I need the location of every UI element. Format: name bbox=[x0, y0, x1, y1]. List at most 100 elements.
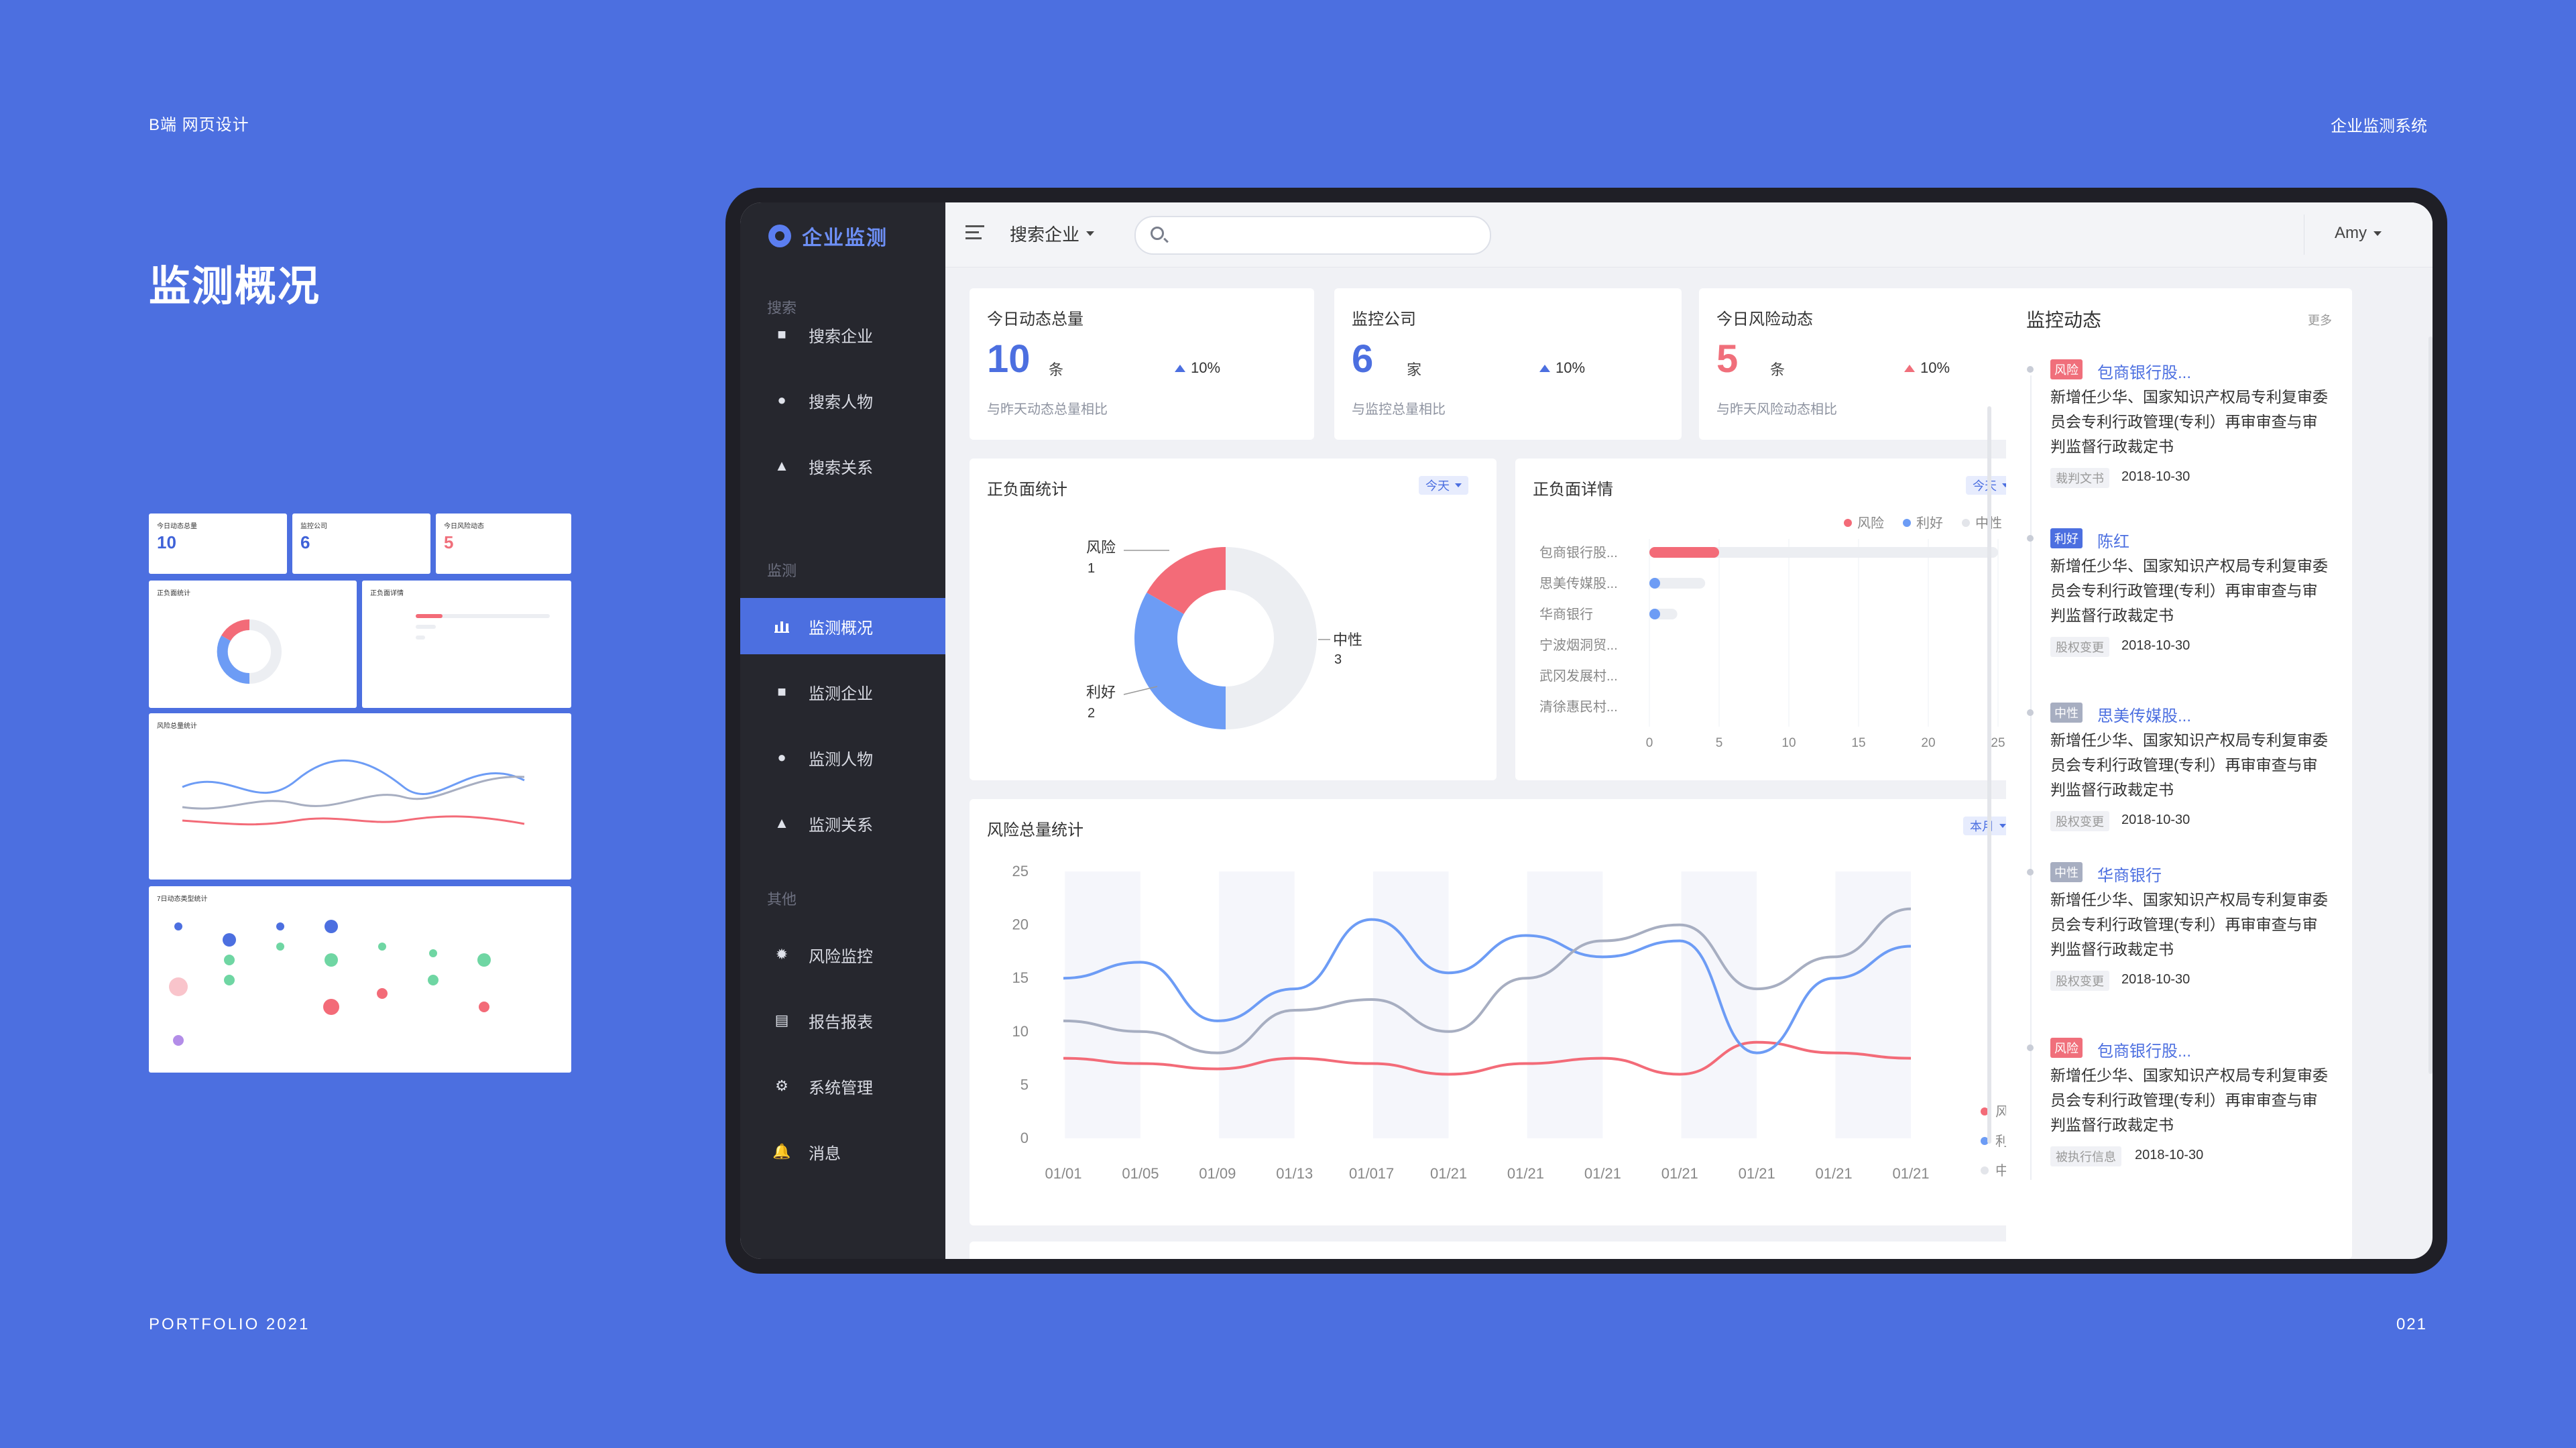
sidebar-item-reports[interactable]: ▤ 报告报表 bbox=[740, 992, 945, 1048]
bar-positive bbox=[1649, 609, 1660, 619]
thumb-kpi-title: 今日动态总量 bbox=[157, 523, 197, 530]
risk-total-card: 风险总量统计 本月 25 20 15 10 5 0 01/01 01/05 01/09 01/1… bbox=[970, 799, 2044, 1225]
series-line bbox=[1063, 1040, 1912, 1076]
x-tick-label: 01/21 bbox=[1430, 1165, 1467, 1182]
kpi-trend: 10% bbox=[1904, 359, 1950, 377]
feed-body: 新增任少华、国家知识产权局专利复审委员会专利行政管理(专利）再审审查与审判监督行… bbox=[2050, 891, 2328, 958]
kpi-desc: 与昨天动态总量相比 bbox=[987, 402, 1108, 417]
sidebar-item-search-company[interactable]: ■ 搜索企业 bbox=[740, 306, 945, 363]
report-icon: ▤ bbox=[774, 1012, 789, 1028]
sidebar-item-monitor-company[interactable]: ■ 监测企业 bbox=[740, 664, 945, 720]
company-select[interactable]: 搜索企业 bbox=[1010, 221, 1095, 246]
kpi-title: 今日动态总量 bbox=[987, 310, 1084, 328]
sidebar-item-label: 报告报表 bbox=[809, 1013, 873, 1032]
app-screen: 企业监测 搜索 ■ 搜索企业 ● 搜索人物 ▲ 搜索关系 监测 监测概况 bbox=[740, 202, 2433, 1259]
sentiment-tag: 中性 bbox=[2050, 862, 2083, 882]
x-tick-label: 01/01 bbox=[1045, 1165, 1081, 1182]
y-tick-label: 25 bbox=[1012, 863, 1029, 880]
sentiment-stats-card: 正负面统计 今天 风险 1 中性 3 利好 2 bbox=[970, 459, 1497, 780]
sidebar: 企业监测 搜索 ■ 搜索企业 ● 搜索人物 ▲ 搜索关系 监测 监测概况 bbox=[740, 202, 945, 1259]
main-scrollbar[interactable] bbox=[1987, 406, 1991, 1144]
kpi-title: 监控公司 bbox=[1352, 310, 1416, 328]
sidebar-brand[interactable]: 企业监测 bbox=[768, 216, 888, 256]
column-band bbox=[1835, 871, 1911, 1138]
range-select[interactable]: 今天 bbox=[1419, 476, 1468, 495]
thumb-kpi-value: 5 bbox=[444, 532, 454, 552]
search-box[interactable] bbox=[1134, 216, 1491, 255]
building-monitor-icon: ■ bbox=[777, 683, 786, 700]
legend-dot-positive bbox=[1981, 1137, 1989, 1145]
tick-label: 20 bbox=[1921, 736, 1935, 750]
user-menu[interactable]: Amy bbox=[2335, 224, 2382, 243]
donut-count: 3 bbox=[1334, 652, 1342, 667]
panel-title: 正负面统计 bbox=[987, 481, 1067, 499]
category-chip: 股权变更 bbox=[2050, 811, 2109, 831]
trend-up-icon bbox=[1539, 364, 1550, 372]
feed-date: 2018-10-30 bbox=[2121, 972, 2190, 987]
donut-slice bbox=[1134, 593, 1227, 729]
bell-icon: 🔔 bbox=[772, 1143, 791, 1160]
chevron-down-icon bbox=[2374, 231, 2382, 236]
feed-date: 2018-10-30 bbox=[2121, 469, 2190, 484]
tick-label: 5 bbox=[1716, 736, 1723, 750]
sidebar-item-system[interactable]: ⚙ 系统管理 bbox=[740, 1058, 945, 1114]
building-search-icon: ■ bbox=[777, 326, 786, 343]
feed-company-link[interactable]: 陈红 bbox=[2097, 533, 2129, 551]
feed-more-link[interactable]: 更多 bbox=[2308, 314, 2332, 327]
sidebar-item-messages[interactable]: 🔔 消息 bbox=[740, 1124, 945, 1180]
x-tick-label: 01/21 bbox=[1584, 1165, 1621, 1182]
gear-icon: ⚙ bbox=[775, 1077, 788, 1094]
x-tick-label: 01/05 bbox=[1122, 1165, 1159, 1182]
thumb-kpi-title: 今日风险动态 bbox=[444, 523, 484, 530]
thumb-detail-card: 正负面详情 bbox=[362, 581, 571, 708]
top-bar: 搜索企业 Amy bbox=[945, 202, 2433, 267]
sidebar-item-search-relation[interactable]: ▲ 搜索关系 bbox=[740, 438, 945, 494]
x-tick-label: 01/21 bbox=[1661, 1165, 1698, 1182]
feed-date: 2018-10-30 bbox=[2121, 812, 2190, 827]
thumb-kpi-value: 10 bbox=[157, 532, 176, 552]
feed-company-link[interactable]: 思美传媒股... bbox=[2097, 707, 2192, 725]
legend-dot-positive bbox=[1903, 519, 1911, 527]
feed-company-link[interactable]: 包商银行股... bbox=[2097, 364, 2192, 382]
donut-slice bbox=[1224, 547, 1317, 729]
panel-title: 正负面详情 bbox=[1533, 481, 1613, 499]
company-select-label: 搜索企业 bbox=[1010, 225, 1080, 245]
search-input[interactable] bbox=[1176, 223, 1474, 247]
timeline-dot bbox=[2027, 709, 2034, 716]
thumb-panel-title: 7日动态类型统计 bbox=[157, 896, 208, 903]
sidebar-item-monitor-relation[interactable]: ▲ 监测关系 bbox=[740, 795, 945, 851]
donut-chart: 风险 1 中性 3 利好 2 bbox=[1086, 539, 1362, 729]
chevron-down-icon bbox=[1086, 231, 1095, 236]
feed-body: 新增任少华、国家知识产权局专利复审委员会专利行政管理(专利）再审审查与审判监督行… bbox=[2050, 557, 2328, 624]
search-icon bbox=[1151, 227, 1164, 240]
page-number: 021 bbox=[2396, 1315, 2427, 1333]
donut-count: 2 bbox=[1088, 706, 1095, 721]
y-tick-label: 15 bbox=[1012, 969, 1029, 986]
feed-company-link[interactable]: 华商银行 bbox=[2097, 867, 2162, 885]
chevron-down-icon bbox=[1455, 483, 1462, 487]
column-band bbox=[1065, 871, 1140, 1138]
sidebar-item-search-person[interactable]: ● 搜索人物 bbox=[740, 372, 945, 428]
sidebar-item-risk-monitor[interactable]: ✹ 风险监控 bbox=[740, 926, 945, 983]
panel-title: 风险总量统计 bbox=[987, 821, 1084, 839]
tick-label: 10 bbox=[1781, 736, 1796, 750]
sidebar-section-search: 搜索 bbox=[767, 300, 797, 316]
thumb-risk-card: 风险总量统计 bbox=[149, 713, 571, 880]
series-line bbox=[1063, 918, 1912, 1054]
x-tick-label: 01/21 bbox=[1892, 1165, 1929, 1182]
kpi-unit: 条 bbox=[1770, 361, 1785, 378]
portfolio-year: PORTFOLIO 2021 bbox=[149, 1315, 310, 1333]
sidebar-item-monitor-overview[interactable]: 监测概况 bbox=[740, 598, 945, 654]
series-line bbox=[1063, 907, 1912, 1054]
sidebar-item-monitor-person[interactable]: ● 监测人物 bbox=[740, 729, 945, 786]
bar-positive bbox=[1649, 578, 1660, 589]
x-tick-label: 01/13 bbox=[1276, 1165, 1313, 1182]
x-tick-label: 01/21 bbox=[1739, 1165, 1775, 1182]
app-title: 企业监测 bbox=[802, 227, 888, 249]
feed-scrollbar[interactable] bbox=[2428, 337, 2433, 1074]
menu-icon[interactable] bbox=[965, 225, 984, 240]
kpi-trend-value: 10% bbox=[1920, 359, 1950, 376]
sidebar-item-label: 搜索人物 bbox=[809, 393, 873, 412]
feed-company-link[interactable]: 包商银行股... bbox=[2097, 1042, 2192, 1061]
category-label: 宁波烟洞贸... bbox=[1539, 638, 1618, 653]
